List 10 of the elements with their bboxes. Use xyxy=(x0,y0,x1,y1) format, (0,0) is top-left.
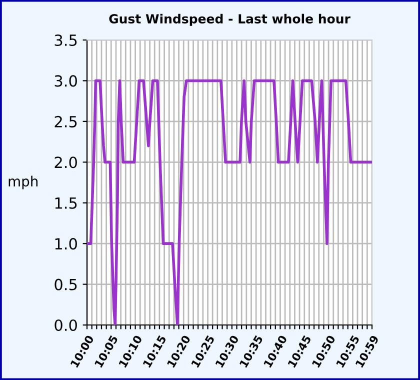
y-tick-label: 3.0 xyxy=(54,75,77,87)
y-tick-label: 1.0 xyxy=(55,238,77,250)
y-axis-title: mph xyxy=(8,176,38,190)
y-tick-label: 2.0 xyxy=(54,156,77,168)
chart-title: Gust Windspeed - Last whole hour xyxy=(109,14,350,26)
y-tick-label: 3.5 xyxy=(54,34,77,46)
y-tick-label: 0.5 xyxy=(54,278,77,290)
y-tick-label: 0.0 xyxy=(54,319,77,332)
y-tick-label: 2.5 xyxy=(54,116,77,128)
y-tick-label: 1.5 xyxy=(55,198,77,209)
